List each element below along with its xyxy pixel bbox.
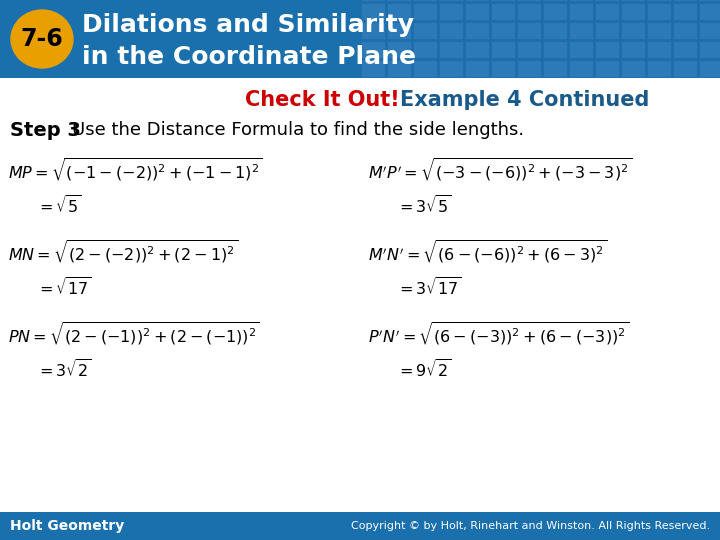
Bar — [361, 60, 385, 77]
Bar — [517, 0, 541, 1]
Bar — [569, 0, 593, 1]
Text: Copyright © by Holt, Rinehart and Winston. All Rights Reserved.: Copyright © by Holt, Rinehart and Winsto… — [351, 521, 710, 531]
Text: Step 3: Step 3 — [10, 120, 81, 139]
Bar — [621, 60, 645, 77]
Bar — [0, 0, 720, 78]
Bar — [517, 22, 541, 39]
Text: $= 9\sqrt{2}$: $= 9\sqrt{2}$ — [396, 359, 451, 381]
Bar — [465, 3, 489, 20]
Bar — [439, 3, 463, 20]
Bar — [387, 60, 411, 77]
Bar — [673, 3, 697, 20]
Bar — [699, 22, 720, 39]
Bar — [387, 0, 411, 1]
Text: 7-6: 7-6 — [21, 27, 63, 51]
Bar — [647, 41, 671, 58]
Bar — [647, 22, 671, 39]
Bar — [621, 41, 645, 58]
Bar — [387, 3, 411, 20]
Bar — [517, 41, 541, 58]
Bar — [543, 41, 567, 58]
Bar — [673, 41, 697, 58]
Bar — [595, 60, 619, 77]
Text: Holt Geometry: Holt Geometry — [10, 519, 125, 533]
Bar — [621, 3, 645, 20]
Bar — [673, 22, 697, 39]
Bar — [491, 22, 515, 39]
Bar — [543, 22, 567, 39]
Text: $M'N' = \sqrt{(6-(-6))^{2}+(6-3)^{2}}$: $M'N' = \sqrt{(6-(-6))^{2}+(6-3)^{2}}$ — [368, 239, 608, 266]
Text: in the Coordinate Plane: in the Coordinate Plane — [82, 45, 416, 69]
Bar — [673, 0, 697, 1]
Text: Example 4 Continued: Example 4 Continued — [400, 90, 649, 110]
Text: $PN = \sqrt{(2-(-1))^{2}+(2-(-1))^{2}}$: $PN = \sqrt{(2-(-1))^{2}+(2-(-1))^{2}}$ — [8, 320, 260, 348]
Bar — [465, 22, 489, 39]
Bar — [413, 41, 437, 58]
Bar — [387, 22, 411, 39]
Bar — [621, 22, 645, 39]
Text: $= 3\sqrt{2}$: $= 3\sqrt{2}$ — [36, 359, 91, 381]
Bar — [361, 0, 385, 1]
Bar — [647, 60, 671, 77]
Bar — [517, 3, 541, 20]
Bar — [595, 41, 619, 58]
Text: $P'N' = \sqrt{(6-(-3))^{2}+(6-(-3))^{2}}$: $P'N' = \sqrt{(6-(-3))^{2}+(6-(-3))^{2}}… — [368, 320, 629, 348]
Bar — [491, 3, 515, 20]
Bar — [569, 3, 593, 20]
Bar — [673, 60, 697, 77]
Bar — [647, 3, 671, 20]
Bar — [647, 0, 671, 1]
Text: $= \sqrt{5}$: $= \sqrt{5}$ — [36, 195, 81, 217]
Text: Check It Out!: Check It Out! — [245, 90, 400, 110]
Bar — [0, 512, 720, 540]
Bar — [491, 0, 515, 1]
Text: $MN = \sqrt{(2-(-2))^{2}+(2-1)^{2}}$: $MN = \sqrt{(2-(-2))^{2}+(2-1)^{2}}$ — [8, 239, 238, 266]
Text: $= 3\sqrt{5}$: $= 3\sqrt{5}$ — [396, 195, 451, 217]
Bar — [465, 0, 489, 1]
Bar — [595, 22, 619, 39]
Bar — [595, 3, 619, 20]
Bar — [439, 60, 463, 77]
Bar — [439, 41, 463, 58]
Bar — [543, 3, 567, 20]
Bar — [621, 0, 645, 1]
Bar — [569, 41, 593, 58]
Bar — [361, 41, 385, 58]
Bar — [491, 41, 515, 58]
Text: $MP = \sqrt{(-1-(-2))^{2}+(-1-1)^{2}}$: $MP = \sqrt{(-1-(-2))^{2}+(-1-1)^{2}}$ — [8, 157, 263, 184]
Text: $M'P' = \sqrt{(-3-(-6))^{2}+(-3-3)^{2}}$: $M'P' = \sqrt{(-3-(-6))^{2}+(-3-3)^{2}}$ — [368, 157, 632, 184]
Bar — [491, 60, 515, 77]
Bar — [595, 0, 619, 1]
Bar — [413, 22, 437, 39]
Bar — [543, 0, 567, 1]
Bar — [543, 60, 567, 77]
Bar — [699, 3, 720, 20]
Bar — [413, 0, 437, 1]
Bar — [569, 60, 593, 77]
Bar — [465, 41, 489, 58]
Bar — [465, 60, 489, 77]
Bar — [361, 3, 385, 20]
Bar — [699, 41, 720, 58]
Bar — [361, 22, 385, 39]
Ellipse shape — [11, 10, 73, 68]
Text: Dilations and Similarity: Dilations and Similarity — [82, 13, 414, 37]
Bar — [569, 22, 593, 39]
Bar — [699, 0, 720, 1]
Text: $= \sqrt{17}$: $= \sqrt{17}$ — [36, 277, 91, 299]
Text: $= 3\sqrt{17}$: $= 3\sqrt{17}$ — [396, 277, 462, 299]
Bar — [517, 60, 541, 77]
Text: Use the Distance Formula to find the side lengths.: Use the Distance Formula to find the sid… — [72, 121, 524, 139]
Bar — [387, 41, 411, 58]
Bar — [439, 0, 463, 1]
Bar — [413, 60, 437, 77]
Bar — [699, 60, 720, 77]
Bar — [439, 22, 463, 39]
Bar — [413, 3, 437, 20]
